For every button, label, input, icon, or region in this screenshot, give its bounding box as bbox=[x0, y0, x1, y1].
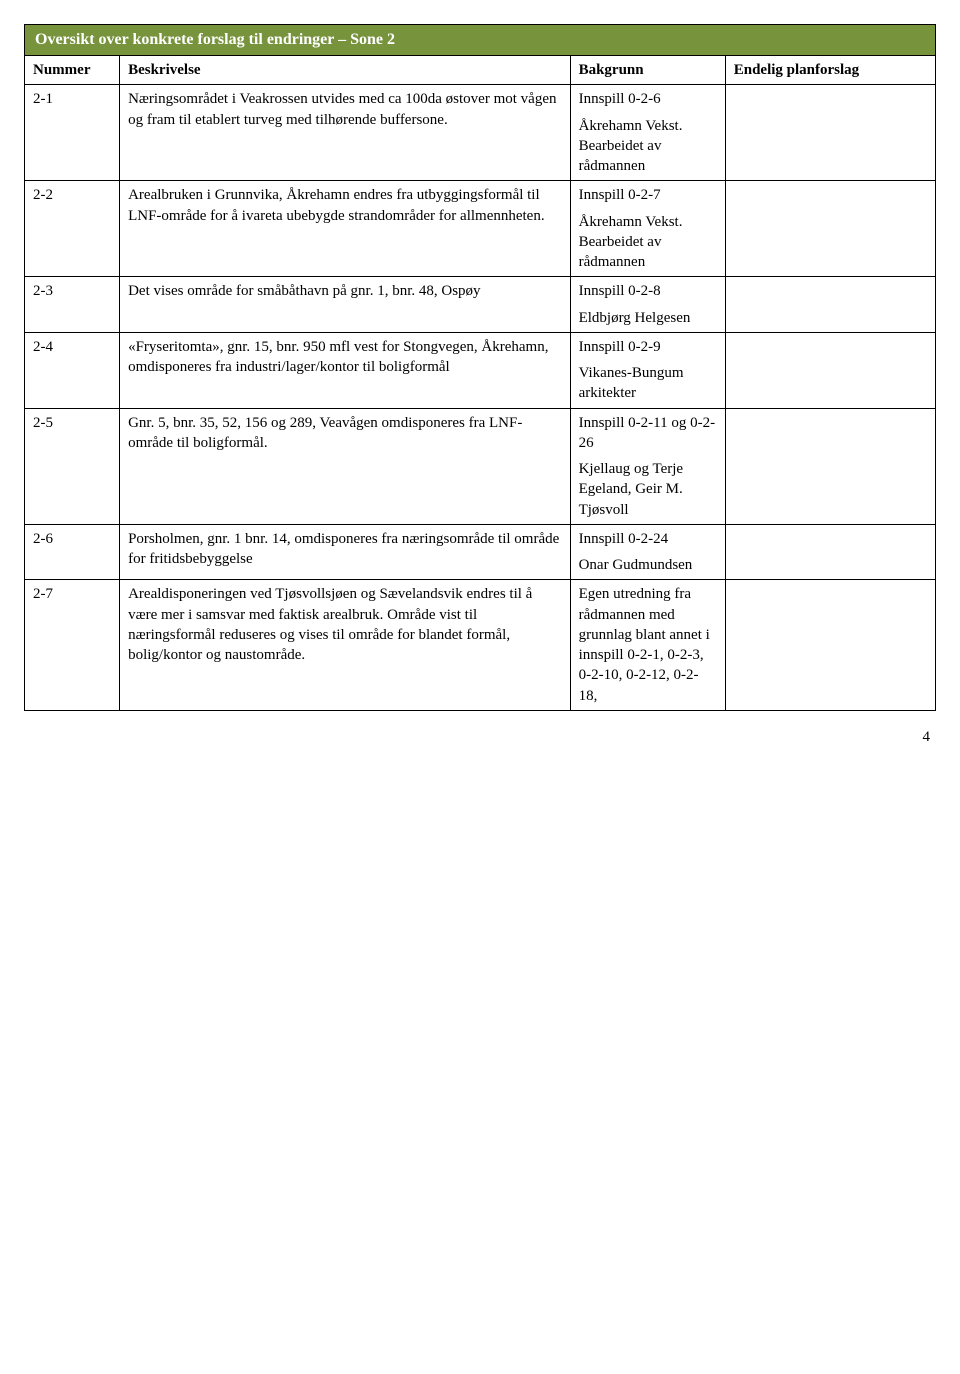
bakgrunn-source: Åkrehamn Vekst. Bearbeidet av rådmannen bbox=[579, 116, 717, 177]
cell-planforslag bbox=[725, 181, 935, 277]
header-nummer: Nummer bbox=[25, 56, 120, 85]
table-row: 2-6 Porsholmen, gnr. 1 bnr. 14, omdispon… bbox=[25, 524, 936, 580]
cell-nummer: 2-2 bbox=[25, 181, 120, 277]
table-row: 2-5 Gnr. 5, bnr. 35, 52, 156 og 289, Vea… bbox=[25, 408, 936, 524]
bakgrunn-ref: Innspill 0-2-7 bbox=[579, 185, 717, 205]
bakgrunn-ref: Innspill 0-2-6 bbox=[579, 89, 717, 109]
table-row: 2-4 «Fryseritomta», gnr. 15, bnr. 950 mf… bbox=[25, 332, 936, 408]
cell-planforslag bbox=[725, 408, 935, 524]
cell-bakgrunn: Innspill 0-2-24 Onar Gudmundsen bbox=[570, 524, 725, 580]
cell-beskrivelse: Næringsområdet i Veakrossen utvides med … bbox=[120, 85, 570, 181]
cell-planforslag bbox=[725, 332, 935, 408]
bakgrunn-source: Vikanes-Bungum arkitekter bbox=[579, 363, 717, 404]
cell-nummer: 2-5 bbox=[25, 408, 120, 524]
bakgrunn-ref: Innspill 0-2-11 og 0-2-26 bbox=[579, 413, 717, 454]
table-row: 2-7 Arealdisponeringen ved Tjøsvollsjøen… bbox=[25, 580, 936, 711]
cell-bakgrunn: Innspill 0-2-7 Åkrehamn Vekst. Bearbeide… bbox=[570, 181, 725, 277]
cell-beskrivelse: Gnr. 5, bnr. 35, 52, 156 og 289, Veavåge… bbox=[120, 408, 570, 524]
cell-planforslag bbox=[725, 277, 935, 333]
header-bakgrunn: Bakgrunn bbox=[570, 56, 725, 85]
page-number: 4 bbox=[24, 729, 936, 746]
cell-nummer: 2-7 bbox=[25, 580, 120, 711]
table-header-row: Nummer Beskrivelse Bakgrunn Endelig plan… bbox=[25, 56, 936, 85]
bakgrunn-ref: Innspill 0-2-24 bbox=[579, 529, 717, 549]
cell-bakgrunn: Innspill 0-2-9 Vikanes-Bungum arkitekter bbox=[570, 332, 725, 408]
bakgrunn-ref: Innspill 0-2-9 bbox=[579, 337, 717, 357]
cell-nummer: 2-1 bbox=[25, 85, 120, 181]
bakgrunn-source: Kjellaug og Terje Egeland, Geir M. Tjøsv… bbox=[579, 459, 717, 520]
cell-planforslag bbox=[725, 580, 935, 711]
cell-bakgrunn: Innspill 0-2-8 Eldbjørg Helgesen bbox=[570, 277, 725, 333]
section-title: Oversikt over konkrete forslag til endri… bbox=[24, 24, 936, 55]
table-row: 2-3 Det vises område for småbåthavn på g… bbox=[25, 277, 936, 333]
cell-nummer: 2-4 bbox=[25, 332, 120, 408]
cell-planforslag bbox=[725, 524, 935, 580]
cell-beskrivelse: Porsholmen, gnr. 1 bnr. 14, omdisponeres… bbox=[120, 524, 570, 580]
header-planforslag: Endelig planforslag bbox=[725, 56, 935, 85]
cell-bakgrunn: Innspill 0-2-11 og 0-2-26 Kjellaug og Te… bbox=[570, 408, 725, 524]
cell-bakgrunn: Innspill 0-2-6 Åkrehamn Vekst. Bearbeide… bbox=[570, 85, 725, 181]
table-row: 2-1 Næringsområdet i Veakrossen utvides … bbox=[25, 85, 936, 181]
cell-nummer: 2-3 bbox=[25, 277, 120, 333]
cell-bakgrunn: Egen utredning fra rådmannen med grunnla… bbox=[570, 580, 725, 711]
table-row: 2-2 Arealbruken i Grunnvika, Åkrehamn en… bbox=[25, 181, 936, 277]
cell-beskrivelse: Arealdisponeringen ved Tjøsvollsjøen og … bbox=[120, 580, 570, 711]
bakgrunn-ref: Innspill 0-2-8 bbox=[579, 281, 717, 301]
cell-nummer: 2-6 bbox=[25, 524, 120, 580]
cell-beskrivelse: Arealbruken i Grunnvika, Åkrehamn endres… bbox=[120, 181, 570, 277]
bakgrunn-source: Onar Gudmundsen bbox=[579, 555, 717, 575]
bakgrunn-source: Åkrehamn Vekst. Bearbeidet av rådmannen bbox=[579, 212, 717, 273]
proposals-table: Nummer Beskrivelse Bakgrunn Endelig plan… bbox=[24, 55, 936, 711]
cell-beskrivelse: «Fryseritomta», gnr. 15, bnr. 950 mfl ve… bbox=[120, 332, 570, 408]
cell-planforslag bbox=[725, 85, 935, 181]
header-beskrivelse: Beskrivelse bbox=[120, 56, 570, 85]
cell-beskrivelse: Det vises område for småbåthavn på gnr. … bbox=[120, 277, 570, 333]
bakgrunn-source: Eldbjørg Helgesen bbox=[579, 308, 717, 328]
bakgrunn-ref: Egen utredning fra rådmannen med grunnla… bbox=[579, 584, 717, 706]
